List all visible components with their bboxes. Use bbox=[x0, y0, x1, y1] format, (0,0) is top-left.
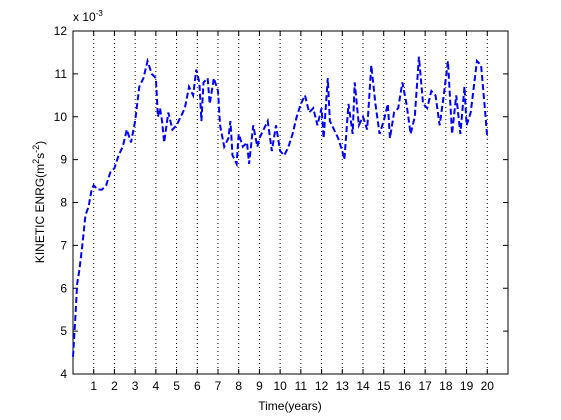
x-tick-label: 3 bbox=[132, 379, 139, 393]
x-tick-label: 5 bbox=[173, 379, 180, 393]
x-tick-label: 16 bbox=[398, 379, 412, 393]
x-tick-label: 14 bbox=[356, 379, 370, 393]
y-tick-label: 4 bbox=[60, 367, 67, 381]
exponent-base: x 10 bbox=[73, 10, 96, 24]
y-label-sup: 2 bbox=[31, 159, 41, 164]
x-tick-label: 12 bbox=[315, 379, 329, 393]
y-tick-label: 7 bbox=[60, 238, 67, 252]
y-tick-label: 5 bbox=[60, 324, 67, 338]
y-tick-label: 9 bbox=[60, 153, 67, 167]
x-tick-label: 19 bbox=[460, 379, 474, 393]
x-tick-label: 4 bbox=[153, 379, 160, 393]
y-tick-label: 6 bbox=[60, 281, 67, 295]
x-tick-label: 8 bbox=[235, 379, 242, 393]
x-tick-label: 15 bbox=[377, 379, 391, 393]
y-tick-label: 8 bbox=[60, 196, 67, 210]
exponent-label: x 10-3 bbox=[73, 9, 103, 24]
x-tick-label: 9 bbox=[256, 379, 263, 393]
y-tick-label: 10 bbox=[54, 110, 68, 124]
y-label-sup: -2 bbox=[31, 145, 41, 153]
y-label-part: ) bbox=[33, 141, 47, 145]
x-tick-label: 2 bbox=[111, 379, 118, 393]
y-label-part: s bbox=[33, 153, 47, 159]
y-tick-label: 11 bbox=[55, 67, 68, 81]
x-axis-label: Time(years) bbox=[258, 399, 322, 413]
x-tick-label: 7 bbox=[215, 379, 222, 393]
x-tick-label: 20 bbox=[481, 379, 495, 393]
exponent-power: -3 bbox=[96, 9, 104, 18]
x-tick-label: 11 bbox=[295, 379, 308, 393]
data-line bbox=[72, 56, 489, 357]
x-tick-label: 13 bbox=[336, 379, 350, 393]
x-tick-label: 17 bbox=[418, 379, 432, 393]
x-tick-label: 10 bbox=[273, 379, 287, 393]
x-tick-label: 18 bbox=[439, 379, 453, 393]
x-tick-label: 6 bbox=[194, 379, 201, 393]
y-label-part: KINETIC ENRG(m bbox=[33, 164, 47, 263]
x-tick-label: 1 bbox=[90, 379, 97, 393]
y-tick-label: 12 bbox=[54, 24, 68, 38]
y-axis-label: KINETIC ENRG(m2s-2) bbox=[31, 141, 47, 263]
plot-frame bbox=[72, 30, 509, 375]
